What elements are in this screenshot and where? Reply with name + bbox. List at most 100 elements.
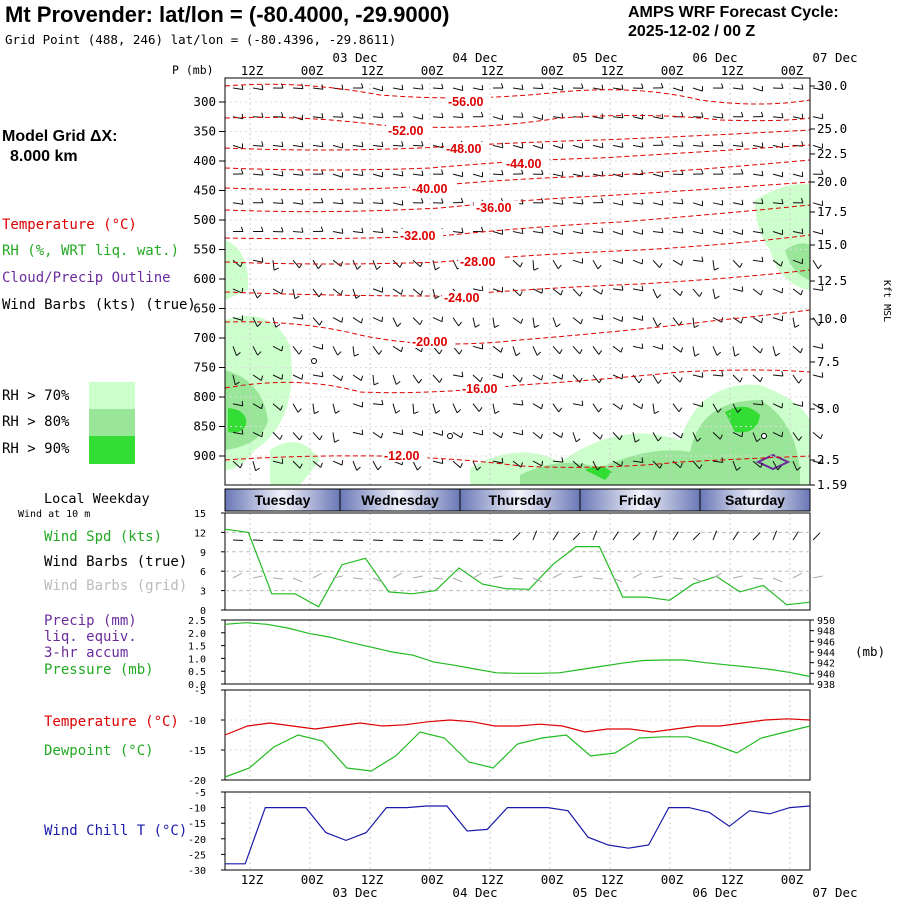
wind-chill-tick-2: -15 bbox=[188, 819, 206, 830]
precip-tick-4: 0.5 bbox=[188, 667, 206, 678]
top-hour-4: 12Z bbox=[481, 63, 504, 78]
legend-temperature: Temperature (°C) bbox=[2, 217, 137, 233]
height-tick-10: 2.5 bbox=[817, 452, 840, 467]
height-tick-1: 25.0 bbox=[817, 121, 847, 136]
wind-chill-tick-4: -25 bbox=[188, 850, 206, 861]
grid-wind-barbs bbox=[232, 572, 823, 583]
temp-contour-6 bbox=[224, 204, 811, 240]
temp-contour-11 bbox=[224, 455, 811, 468]
wind-speed-tick-0: 15 bbox=[194, 509, 206, 520]
weekday-cell-4 bbox=[699, 488, 811, 512]
temp-label-bg-4 bbox=[410, 182, 456, 195]
weekday-label-2: Thursday bbox=[488, 492, 551, 508]
bottom-date-1: 04 Dec bbox=[452, 885, 497, 900]
height-tick-8: 7.5 bbox=[817, 354, 840, 369]
top-hour-8: 12Z bbox=[721, 63, 744, 78]
height-axis-title: Kft MSL bbox=[881, 280, 892, 322]
rh80-label: RH > 80% bbox=[2, 414, 70, 430]
temp-tick-2: -15 bbox=[188, 746, 206, 757]
rh70-label: RH > 70% bbox=[2, 388, 70, 404]
temp-label-5: -36.00 bbox=[476, 201, 511, 215]
pressure-tick-450: 450 bbox=[193, 183, 216, 198]
temp-label-bg-3 bbox=[504, 157, 550, 170]
bottom-hour-7: 00Z bbox=[661, 872, 684, 887]
bottom-hour-4: 12Z bbox=[481, 872, 504, 887]
wind-speed-line bbox=[224, 528, 811, 608]
temp-label-bg-10 bbox=[460, 382, 506, 395]
temp-contour-8 bbox=[224, 269, 811, 297]
weekday-label-0: Tuesday bbox=[255, 492, 311, 508]
calm-marker-2 bbox=[761, 433, 767, 439]
pressure-tick-550: 550 bbox=[193, 242, 216, 257]
legend-temperature-line: Temperature (°C) bbox=[44, 714, 179, 730]
temp-label-10: -16.00 bbox=[462, 382, 497, 396]
legend-dewpoint-line: Dewpoint (°C) bbox=[44, 743, 154, 759]
pressure-tick-4: 942 bbox=[817, 659, 835, 670]
rh70-swatch bbox=[89, 382, 135, 409]
temp-label-bg-2 bbox=[444, 142, 490, 155]
model-grid-label: Model Grid ΔX: bbox=[2, 128, 118, 145]
wind-speed-tick-5: 0 bbox=[200, 606, 206, 617]
legend-wind-barbs-true: Wind Barbs (true) bbox=[44, 554, 188, 570]
temp-tick-1: -10 bbox=[188, 716, 206, 727]
precip-tick-3: 1.0 bbox=[188, 654, 206, 665]
precip-tick-0: 2.5 bbox=[188, 616, 206, 627]
temp-label-bg-9 bbox=[410, 335, 456, 348]
top-hour-9: 00Z bbox=[781, 63, 804, 78]
weekday-label-1: Wednesday bbox=[361, 492, 439, 508]
height-tick-7: 10.0 bbox=[817, 311, 847, 326]
top-hour-5: 00Z bbox=[541, 63, 564, 78]
bottom-hour-8: 12Z bbox=[721, 872, 744, 887]
wind-speed-tick-1: 12 bbox=[194, 528, 206, 539]
bottom-date-0: 03 Dec bbox=[332, 885, 377, 900]
top-date-3: 06 Dec bbox=[692, 50, 737, 65]
rh-region-0 bbox=[225, 240, 249, 300]
wind-panel-frame bbox=[224, 512, 811, 611]
temp-label-bg-11 bbox=[382, 449, 428, 462]
pressure-tick-650: 650 bbox=[193, 301, 216, 316]
wind-speed-tick-4: 3 bbox=[200, 587, 206, 598]
temp-contour-10 bbox=[224, 369, 811, 394]
pressure-tick-400: 400 bbox=[193, 153, 216, 168]
pressure-line bbox=[224, 622, 811, 678]
height-tick-0: 30.0 bbox=[817, 78, 847, 93]
pressure-tick-1: 948 bbox=[817, 627, 835, 638]
height-tick-4: 17.5 bbox=[817, 204, 847, 219]
weekday-label-4: Saturday bbox=[725, 492, 785, 508]
model-grid-value: 8.000 km bbox=[10, 148, 78, 165]
wind-10m-label: Wind at 10 m bbox=[18, 509, 91, 520]
rh90-swatch bbox=[89, 436, 135, 464]
bottom-hour-1: 00Z bbox=[301, 872, 324, 887]
pressure-tick-500: 500 bbox=[193, 212, 216, 227]
temp-label-6: -32.00 bbox=[400, 229, 435, 243]
calm-marker-0 bbox=[311, 358, 317, 364]
wind-speed-tick-2: 9 bbox=[200, 548, 206, 559]
rh90-label: RH > 90% bbox=[2, 441, 70, 457]
bottom-hour-5: 00Z bbox=[541, 872, 564, 887]
temp-label-bg-0 bbox=[446, 95, 492, 108]
bottom-date-2: 05 Dec bbox=[572, 885, 617, 900]
weekday-label-3: Friday bbox=[619, 492, 661, 508]
height-tick-11: 1.59 bbox=[817, 477, 847, 492]
bottom-hour-9: 00Z bbox=[781, 872, 804, 887]
grid-point-subtitle: Grid Point (488, 246) lat/lon = (-80.439… bbox=[5, 32, 397, 47]
precip-panel-frame bbox=[224, 619, 811, 685]
temp-contour-9 bbox=[224, 309, 811, 345]
temp-label-9: -20.00 bbox=[412, 335, 447, 349]
chill-panel-frame bbox=[224, 791, 811, 871]
bottom-date-4: 07 Dec bbox=[812, 885, 857, 900]
wind-chill-tick-1: -10 bbox=[188, 804, 206, 815]
top-hour-6: 12Z bbox=[601, 63, 624, 78]
pressure-tick-600: 600 bbox=[193, 271, 216, 286]
temp-contour-2 bbox=[224, 129, 811, 151]
rh80-swatch bbox=[89, 409, 135, 436]
top-date-1: 04 Dec bbox=[452, 50, 497, 65]
height-tick-2: 22.5 bbox=[817, 146, 847, 161]
temp-label-bg-6 bbox=[398, 229, 444, 242]
pressure-tick-5: 940 bbox=[817, 669, 835, 680]
wind-chill-line bbox=[225, 805, 811, 865]
rh-region-8 bbox=[585, 466, 612, 480]
legend-3hr-accum: 3-hr accum bbox=[44, 645, 129, 661]
wind-chill-tick-5: -30 bbox=[188, 866, 206, 877]
